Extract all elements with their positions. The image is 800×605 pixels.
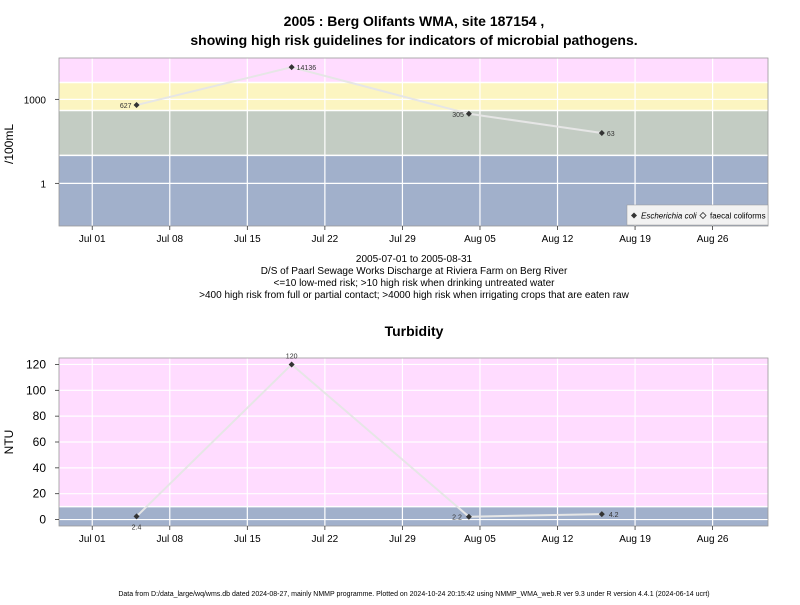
top-chart-x-tick-label-5: Jul 29 (389, 234, 416, 245)
bottom-chart-data-label-1: 2.4 (132, 524, 142, 531)
bottom-chart-series-line (135, 363, 602, 518)
top-chart-band-2 (59, 110, 768, 156)
top-chart-title-line2: showing high risk guidelines for indicat… (190, 32, 637, 48)
bottom-chart-x-tick-label-8: Aug 19 (619, 534, 651, 545)
top-chart-plot-frame (58, 57, 769, 227)
top-chart-band-3 (59, 82, 768, 111)
top-chart-data-point-4 (598, 129, 605, 136)
bottom-chart-y-tick-label-4: 60 (33, 435, 47, 449)
legend-ecoli-marker (631, 212, 637, 219)
top-chart-x-tick-label-9: Aug 26 (697, 234, 729, 245)
bottom-chart-x-tick-label-4: Jul 22 (312, 534, 339, 545)
top-chart-y-tick-label-2: 1000 (24, 95, 47, 106)
legend-box (626, 204, 769, 226)
top-chart-ylabel: /100mL (2, 124, 16, 164)
bottom-chart-ylabel: NTU (2, 430, 16, 455)
bottom-chart-data-label-3: 2.2 (452, 515, 462, 522)
top-chart-data-point-3 (465, 110, 472, 117)
bottom-chart-y-tick-label-5: 80 (33, 409, 47, 423)
bottom-chart-title: Turbidity (385, 323, 444, 339)
legend-ecoli-label: Escherichia coli (641, 212, 697, 221)
top-chart-data-point-2 (288, 64, 295, 71)
top-chart-x-tick-label-2: Jul 08 (156, 234, 183, 245)
top-chart-caption-date-range: 2005-07-01 to 2005-08-31 (356, 254, 473, 265)
bottom-chart-x-tick-label-6: Aug 05 (464, 534, 496, 545)
bottom-chart-data-point-2 (288, 361, 295, 368)
bottom-chart-data-point-4 (598, 511, 605, 518)
top-chart-caption-site: D/S of Paarl Sewage Works Discharge at R… (261, 266, 568, 277)
top-chart-series-line (136, 66, 602, 134)
bottom-chart-x-tick-label-2: Jul 08 (156, 534, 183, 545)
bottom-chart-y-tick-label-7: 120 (26, 357, 46, 371)
top-chart-caption-drinking-guideline: <=10 low-med risk; >10 high risk when dr… (274, 278, 556, 289)
bottom-chart-y-tick-label-6: 100 (26, 383, 46, 397)
bottom-chart-data-label-4: 4.2 (609, 512, 619, 519)
top-chart-x-tick-label-1: Jul 01 (79, 234, 106, 245)
top-chart-x-tick-label-7: Aug 12 (542, 234, 574, 245)
bottom-chart-band-2 (59, 358, 768, 507)
top-chart-title-line1: 2005 : Berg Olifants WMA, site 187154 , (284, 13, 545, 29)
top-chart-data-point-1 (133, 102, 140, 109)
top-chart-y-tick-label-1: 1 (40, 179, 46, 190)
top-chart-data-label-4: 63 (607, 131, 615, 138)
bottom-chart-data-point-1 (133, 513, 140, 520)
bottom-chart-x-tick-label-7: Aug 12 (542, 534, 574, 545)
bottom-chart-x-tick-label-1: Jul 01 (79, 534, 106, 545)
bottom-chart-band-1 (59, 506, 768, 526)
top-chart-caption-contact-guideline: >400 high risk from full or partial cont… (199, 290, 629, 301)
top-chart-x-tick-label-6: Aug 05 (464, 234, 496, 245)
bottom-chart-x-tick-label-9: Aug 26 (697, 534, 729, 545)
legend-fecal-label: faecal coliforms (710, 212, 766, 221)
legend-fecal-marker (699, 211, 707, 220)
top-chart-data-label-3: 305 (452, 112, 464, 119)
top-chart-x-tick-label-8: Aug 19 (619, 234, 651, 245)
bottom-chart-y-tick-label-2: 20 (33, 487, 47, 501)
footer-note: Data from D:/data_large/wq/wms.db dated … (118, 591, 709, 598)
top-chart-data-label-2: 14136 (297, 65, 317, 72)
top-chart-x-tick-label-4: Jul 22 (312, 234, 339, 245)
top-chart-x-tick-label-3: Jul 15 (234, 234, 261, 245)
bottom-chart-data-label-2: 120 (286, 353, 298, 360)
top-chart-band-4 (59, 58, 768, 83)
bottom-chart-y-tick-label-1: 0 (39, 513, 46, 527)
top-chart-plot: Jul 01 Jul 08 Jul 15 Jul 22 Jul 29 Aug 05 Aug … (24, 57, 769, 245)
bottom-chart-plot: Jul 01 Jul 08 Jul 15 Jul 22 Jul 29 Aug 05 Aug … (26, 353, 769, 545)
bottom-chart-x-tick-label-5: Jul 29 (389, 534, 416, 545)
bottom-chart-data-point-3 (465, 513, 472, 520)
top-chart-legend: Escherichia coli faecal coliforms (626, 204, 769, 226)
top-chart-data-label-1: 627 (120, 103, 132, 110)
bottom-chart-y-tick-label-3: 40 (33, 461, 47, 475)
bottom-chart-x-tick-label-3: Jul 15 (234, 534, 261, 545)
